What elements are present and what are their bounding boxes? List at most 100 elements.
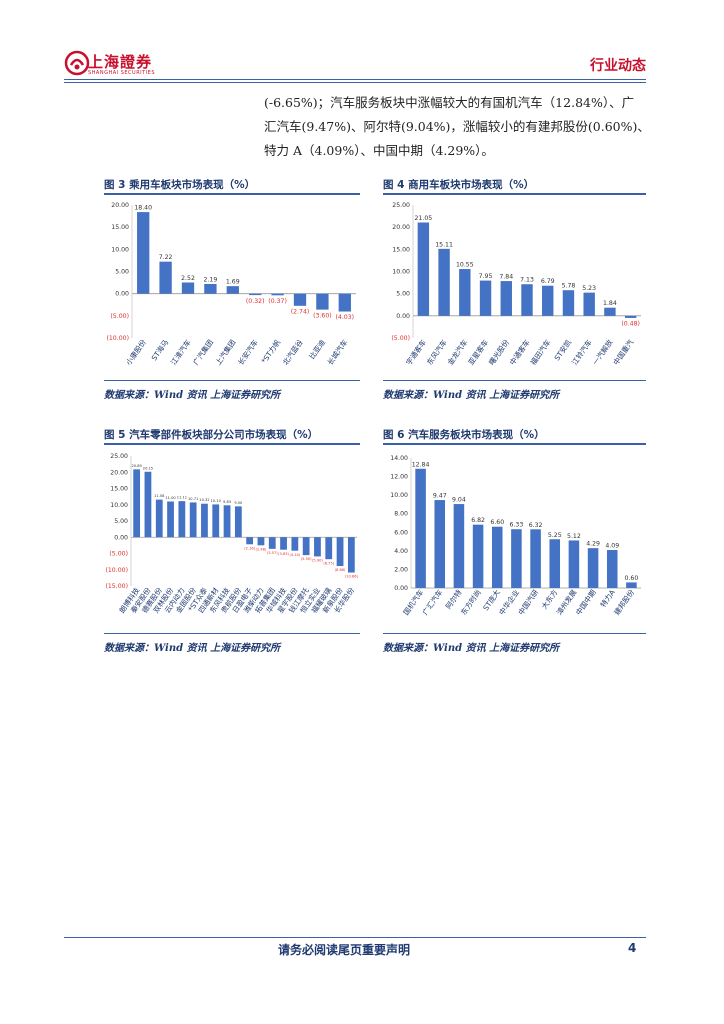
chart-bar [347,537,355,573]
chart-bar [491,526,503,588]
data-label: (6.75) [323,561,334,565]
data-label: (0.48) [621,321,640,328]
data-label: 11.58 [154,494,165,498]
chart-bar [624,315,637,318]
y-tick-label: 8.00 [394,511,408,518]
figure-source: 数据来源：Wind 资讯 上海证券研究所 [383,643,560,654]
y-tick-label: (10.00) [106,335,129,342]
data-label: 11.00 [165,496,176,500]
y-tick-label: 12.00 [390,474,408,481]
chart-bar [549,539,561,588]
chart-bar [189,502,197,538]
y-tick-label: 0.00 [114,534,128,541]
chart-bar [178,501,186,538]
data-label: (3.83) [278,552,289,556]
y-tick-label: (10.00) [105,567,128,574]
category-label: 长城汽车 [326,338,350,367]
data-label: (8.86) [335,568,346,572]
data-label: 7.84 [499,274,513,281]
chart-bar [568,540,580,588]
footer-divider [64,937,646,938]
chart-bar [167,501,174,538]
y-tick-label: 5.00 [115,269,129,276]
data-label: 5.25 [548,532,562,539]
chart-bar [325,537,333,560]
category-label: 建邦股份 [612,588,636,617]
chart-bar [453,504,465,588]
chart-bar [336,537,344,567]
y-tick-label: 5.00 [396,291,410,298]
chart-bar [314,537,321,557]
data-label: 10.71 [188,497,198,501]
data-label: (5.90) [312,559,323,563]
y-tick-label: 15.00 [110,486,128,493]
chart-bar [181,282,195,294]
data-label: (2.74) [291,309,310,316]
y-tick-label: (15.00) [105,583,128,590]
category-label: *ST力帆 [259,338,282,365]
chart-bar [472,524,484,588]
chart-auto-parts: 25.00 20.00 15.00 10.00 5.00 0.00 (5.00) (10.00… [105,453,358,615]
data-label: (0.32) [246,298,265,305]
data-label: 5.12 [567,533,581,540]
data-label: (4.03) [335,314,354,321]
data-label: 21.05 [415,215,433,222]
category-label: 上汽集团 [214,338,238,367]
chart-bar [204,283,217,294]
chart-bar [159,261,172,294]
category-label: 北汽蓝谷 [281,338,305,367]
chart-bar [223,505,231,538]
logo-text: 上海證券 [88,53,153,71]
y-tick-label: 4.00 [394,548,408,555]
chart-bar [155,499,163,538]
data-label: 9.04 [452,497,466,504]
category-label: ST海马 [149,338,170,362]
y-tick-label: 2.00 [394,566,408,573]
data-label: (2.16) [244,546,255,550]
chart-bar [626,582,637,588]
figure-rule [104,380,360,381]
figure-rule [104,193,360,195]
chart-bar [293,293,307,306]
data-label: 1.84 [603,300,617,307]
chart-bar [606,550,618,588]
figure-title: 图 3 乘用车板块市场表现（%） [104,179,256,191]
data-label: (5.50) [301,557,312,561]
data-label: 7.95 [479,273,493,280]
paragraph-line: 汇汽车(9.47%)、阿尔特(9.04%)，涨幅较小的有建邦股份(0.60%)、 [264,119,650,134]
y-tick-label: 10.00 [110,502,128,509]
category-label: 比亚迪 [307,338,327,361]
chart-bar [415,468,426,588]
data-label: 10.32 [199,498,209,502]
chart-bar [291,537,299,551]
figure-title: 图 5 汽车零部件板块部分公司市场表现（%） [104,429,319,441]
data-label: 6.82 [471,517,485,524]
chart-bar [316,293,329,310]
category-label: 福田汽车 [528,338,552,367]
header-divider-secondary [64,82,646,83]
y-tick-label: 15.00 [392,246,410,253]
category-label: 中国汽研 [516,588,540,617]
y-tick-label: 0.00 [396,313,410,320]
data-label: 4.09 [605,543,619,550]
chart-bar [280,537,287,550]
data-label: 12.84 [412,461,430,468]
y-tick-label: 6.00 [394,529,408,536]
data-label: (3.57) [267,551,278,555]
data-label: 6.32 [529,522,543,529]
y-tick-label: (5.00) [391,335,410,342]
data-label: 1.69 [226,279,240,286]
data-label: (4.14) [289,553,300,557]
body-paragraph: (-6.65%)；汽车服务板块中涨幅较大的有国机汽车（12.84%）、广 汇汽车… [264,91,654,163]
figure-rule [383,193,646,195]
figure-source: 数据来源：Wind 资讯 上海证券研究所 [383,390,560,401]
chart-bar [583,292,595,316]
category-label: 东方时尚 [459,588,483,617]
figure-rule [104,443,360,445]
data-label: 9.50 [234,501,243,505]
chart-bar [137,212,150,294]
figure-source: 数据来源：Wind 资讯 上海证券研究所 [104,643,281,654]
data-label: 6.60 [490,519,504,526]
chart-bar [511,529,522,588]
data-label: 9.83 [223,500,231,504]
